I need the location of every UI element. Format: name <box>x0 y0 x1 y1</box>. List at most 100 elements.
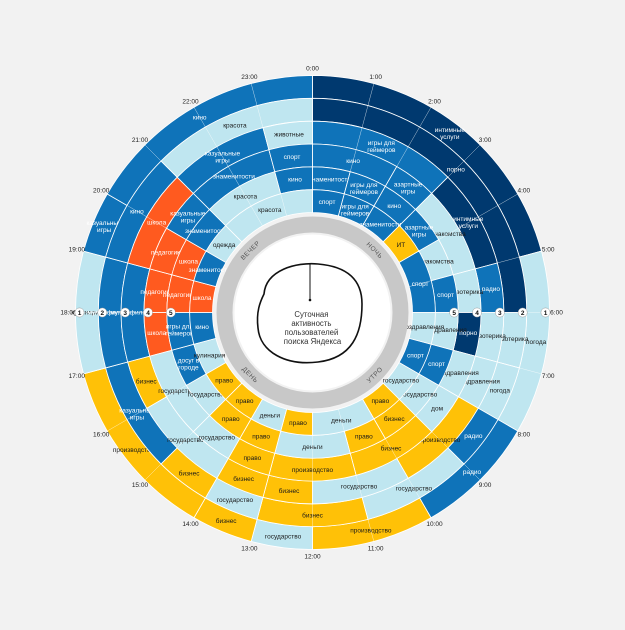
segment-label: педагогика <box>151 250 184 257</box>
rank-marker <box>495 307 505 318</box>
hour-label: 5:00 <box>542 247 555 254</box>
segment-label: право <box>215 378 233 385</box>
rank-number: 4 <box>146 310 150 317</box>
hour-label: 0:00 <box>306 66 319 73</box>
segment-label: знаменитости <box>185 228 227 235</box>
segment-label: право <box>222 416 240 423</box>
hour-line <box>383 383 481 481</box>
rank-number: 1 <box>78 310 82 317</box>
rank-number: 2 <box>521 310 525 317</box>
hour-line <box>362 107 432 227</box>
center-clock: Суточная активность пользователей поиска… <box>234 234 391 391</box>
segment-label: радио <box>464 433 483 440</box>
segment-label: право <box>355 434 373 441</box>
hour-labels: 0:00 1:00 2:00 3:00 4:00 5:00 6:00 7:00 8:00 9:00… <box>60 66 563 561</box>
segment-label: эзотерика <box>453 289 483 296</box>
segment-label: мульт-фильмы <box>110 310 155 317</box>
segment-label: право <box>252 434 270 441</box>
segment-label: бизнес <box>216 517 238 525</box>
title-line-3: пользователей <box>284 328 338 337</box>
segment-label: бизнес <box>302 511 324 519</box>
hour-label: 16:00 <box>93 432 110 439</box>
hour-label: 4:00 <box>517 188 530 195</box>
segment-label: кулинария <box>194 352 226 359</box>
segment-label: радио <box>463 469 482 476</box>
segment-label: производство <box>419 437 461 444</box>
segment-label: знаменитости <box>189 267 231 274</box>
hour-label: 2:00 <box>428 98 441 105</box>
hour-label: 15:00 <box>132 482 149 489</box>
segment-label: школа <box>193 295 212 302</box>
segment-label: эзотерика <box>499 336 529 343</box>
segment-label: право <box>244 455 262 462</box>
segment-label: государство <box>167 437 204 444</box>
segment-label: знаменитости <box>359 221 401 228</box>
segment-label: поздравления <box>424 327 467 334</box>
segment-label: поздравления <box>458 379 501 386</box>
period-ring <box>216 216 409 409</box>
segment-label: игры для геймеров <box>367 140 396 154</box>
segment-label: спорт <box>412 281 429 288</box>
rank-marker <box>166 307 176 318</box>
segment-label: казуальные игры <box>205 150 241 164</box>
hour-label: 22:00 <box>182 98 199 105</box>
segment-label: поздравления <box>402 324 445 331</box>
hour-label: 14:00 <box>182 521 199 528</box>
segment-label: педагогика <box>140 289 173 296</box>
hour-line <box>338 83 375 216</box>
hour-line <box>193 107 263 227</box>
segment-label: государство <box>401 391 438 398</box>
svg-text:Суточная активность: Суточная активность пользователей поиска… <box>284 310 342 346</box>
rank-number: 1 <box>544 310 548 317</box>
hour-label: 17:00 <box>69 373 86 380</box>
segment-label: бизнес <box>279 487 301 495</box>
segment-label: педагогика <box>163 292 196 299</box>
hour-label: 13:00 <box>241 545 258 552</box>
segment-label: деньги <box>260 413 281 420</box>
segment-label: досуг в городе <box>178 358 200 372</box>
hour-line <box>409 338 542 375</box>
title-line-4: поиска Яндекса <box>284 337 342 346</box>
segment-label: право <box>236 398 254 405</box>
segment-label: интимные услуги <box>435 127 466 141</box>
hour-line <box>398 193 518 263</box>
segment-label: игры для геймеров <box>350 182 379 196</box>
hour-line <box>83 338 216 375</box>
segment-label: кино <box>130 208 144 215</box>
segment-label: спорт <box>284 154 301 161</box>
segment-label: игры для геймеров <box>341 203 370 217</box>
rank-number: 3 <box>123 310 127 317</box>
segment-label: красота <box>223 122 247 129</box>
segment-label: государство <box>383 378 420 385</box>
hour-line <box>107 362 227 432</box>
segment-label: право <box>289 420 307 427</box>
hour-label: 18:00 <box>60 310 77 317</box>
hour-line <box>338 409 375 542</box>
rank-markers: 1 2 3 4 5 1 2 3 4 5 <box>74 307 551 318</box>
rank-marker <box>74 307 85 318</box>
hour-label: 7:00 <box>542 373 555 380</box>
hour-line <box>383 144 481 242</box>
segment-label: игры для геймеров <box>165 324 194 338</box>
segment-label: спорт <box>407 352 424 359</box>
segment-label: спорт <box>319 199 336 206</box>
segment-label: кино <box>288 177 302 184</box>
hour-line <box>250 409 287 542</box>
hour-label: 19:00 <box>69 247 86 254</box>
rank-marker <box>540 307 551 318</box>
rank-number: 3 <box>498 310 502 317</box>
segment-label: животные <box>274 131 304 138</box>
hour-line <box>409 250 542 287</box>
segment-label: казуальные игры <box>86 220 122 234</box>
hour-label: 21:00 <box>132 137 149 144</box>
segment-label: бизнес <box>136 378 158 386</box>
rank-number: 4 <box>475 310 479 317</box>
segment-label: школа <box>147 330 166 337</box>
segment-label: эзотерика <box>476 333 506 340</box>
segment-label: бизнес <box>179 470 201 478</box>
rank-number: 5 <box>169 310 173 317</box>
center-disc <box>234 234 391 391</box>
rank-number: 2 <box>101 310 105 317</box>
